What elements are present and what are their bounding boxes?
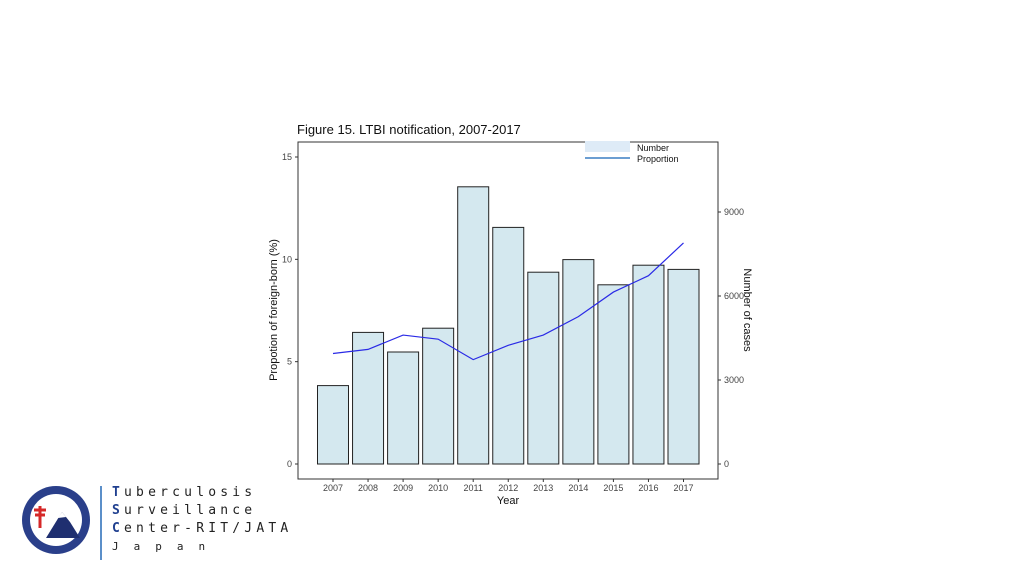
y-axis-left-title: Propotion of foreign-born (%): [268, 239, 280, 381]
plot-area: 0 5 10 15 0 3000 6000 9000 2007 2008 2009 2010 2011 2…: [282, 141, 744, 493]
y-right-tick-label: 9000: [724, 207, 744, 217]
legend-label-number: Number: [637, 143, 669, 153]
y-right-tick-label: 3000: [724, 375, 744, 385]
bar-2013: [527, 271, 560, 465]
x-tick-label: 2007: [323, 483, 343, 493]
y-axis-right-title: Number of cases: [741, 268, 753, 352]
org-line-1: Tuberculosis: [112, 485, 257, 500]
x-tick-label: 2013: [533, 483, 553, 493]
legend-label-proportion: Proportion: [637, 154, 679, 164]
brand-divider: [100, 486, 102, 560]
y-right-tick-label: 0: [724, 459, 729, 469]
y-right-tick-label: 6000: [724, 291, 744, 301]
organization-name: Tuberculosis Surveillance Center-RIT/JAT…: [112, 484, 292, 553]
legend-key-number: [585, 141, 630, 152]
x-tick-label: 2008: [358, 483, 378, 493]
y-left-tick-label: 0: [287, 459, 292, 469]
x-tick-label: 2017: [673, 483, 693, 493]
bar-2008: [352, 331, 385, 465]
jata-logo: [22, 486, 90, 554]
bar-2015: [597, 284, 630, 465]
x-axis-title: Year: [497, 495, 520, 507]
y-left-tick-label: 15: [282, 152, 292, 162]
bar-2010: [422, 327, 455, 465]
bar-2009: [387, 351, 420, 465]
x-tick-label: 2014: [568, 483, 588, 493]
org-country: Japan: [112, 540, 221, 553]
chart-title: Figure 15. LTBI notification, 2007-2017: [297, 122, 521, 137]
legend: Number Proportion: [585, 141, 679, 164]
x-tick-label: 2012: [498, 483, 518, 493]
x-tick-label: 2011: [464, 483, 483, 493]
org-line-3: Center-RIT/JATA: [112, 521, 293, 536]
y-left-tick-label: 10: [282, 254, 292, 264]
x-tick-label: 2010: [428, 483, 448, 493]
x-tick-label: 2009: [393, 483, 413, 493]
proportion-line: [332, 242, 684, 361]
bar-2011: [457, 186, 490, 465]
x-tick-label: 2016: [638, 483, 658, 493]
bar-2014: [562, 259, 595, 465]
bar-2017: [667, 268, 700, 465]
org-line-2: Surveillance: [112, 503, 257, 518]
y-left-tick-label: 5: [287, 357, 292, 367]
bar-2016: [632, 264, 665, 465]
bar-2007: [317, 385, 349, 465]
x-tick-label: 2015: [603, 483, 623, 493]
